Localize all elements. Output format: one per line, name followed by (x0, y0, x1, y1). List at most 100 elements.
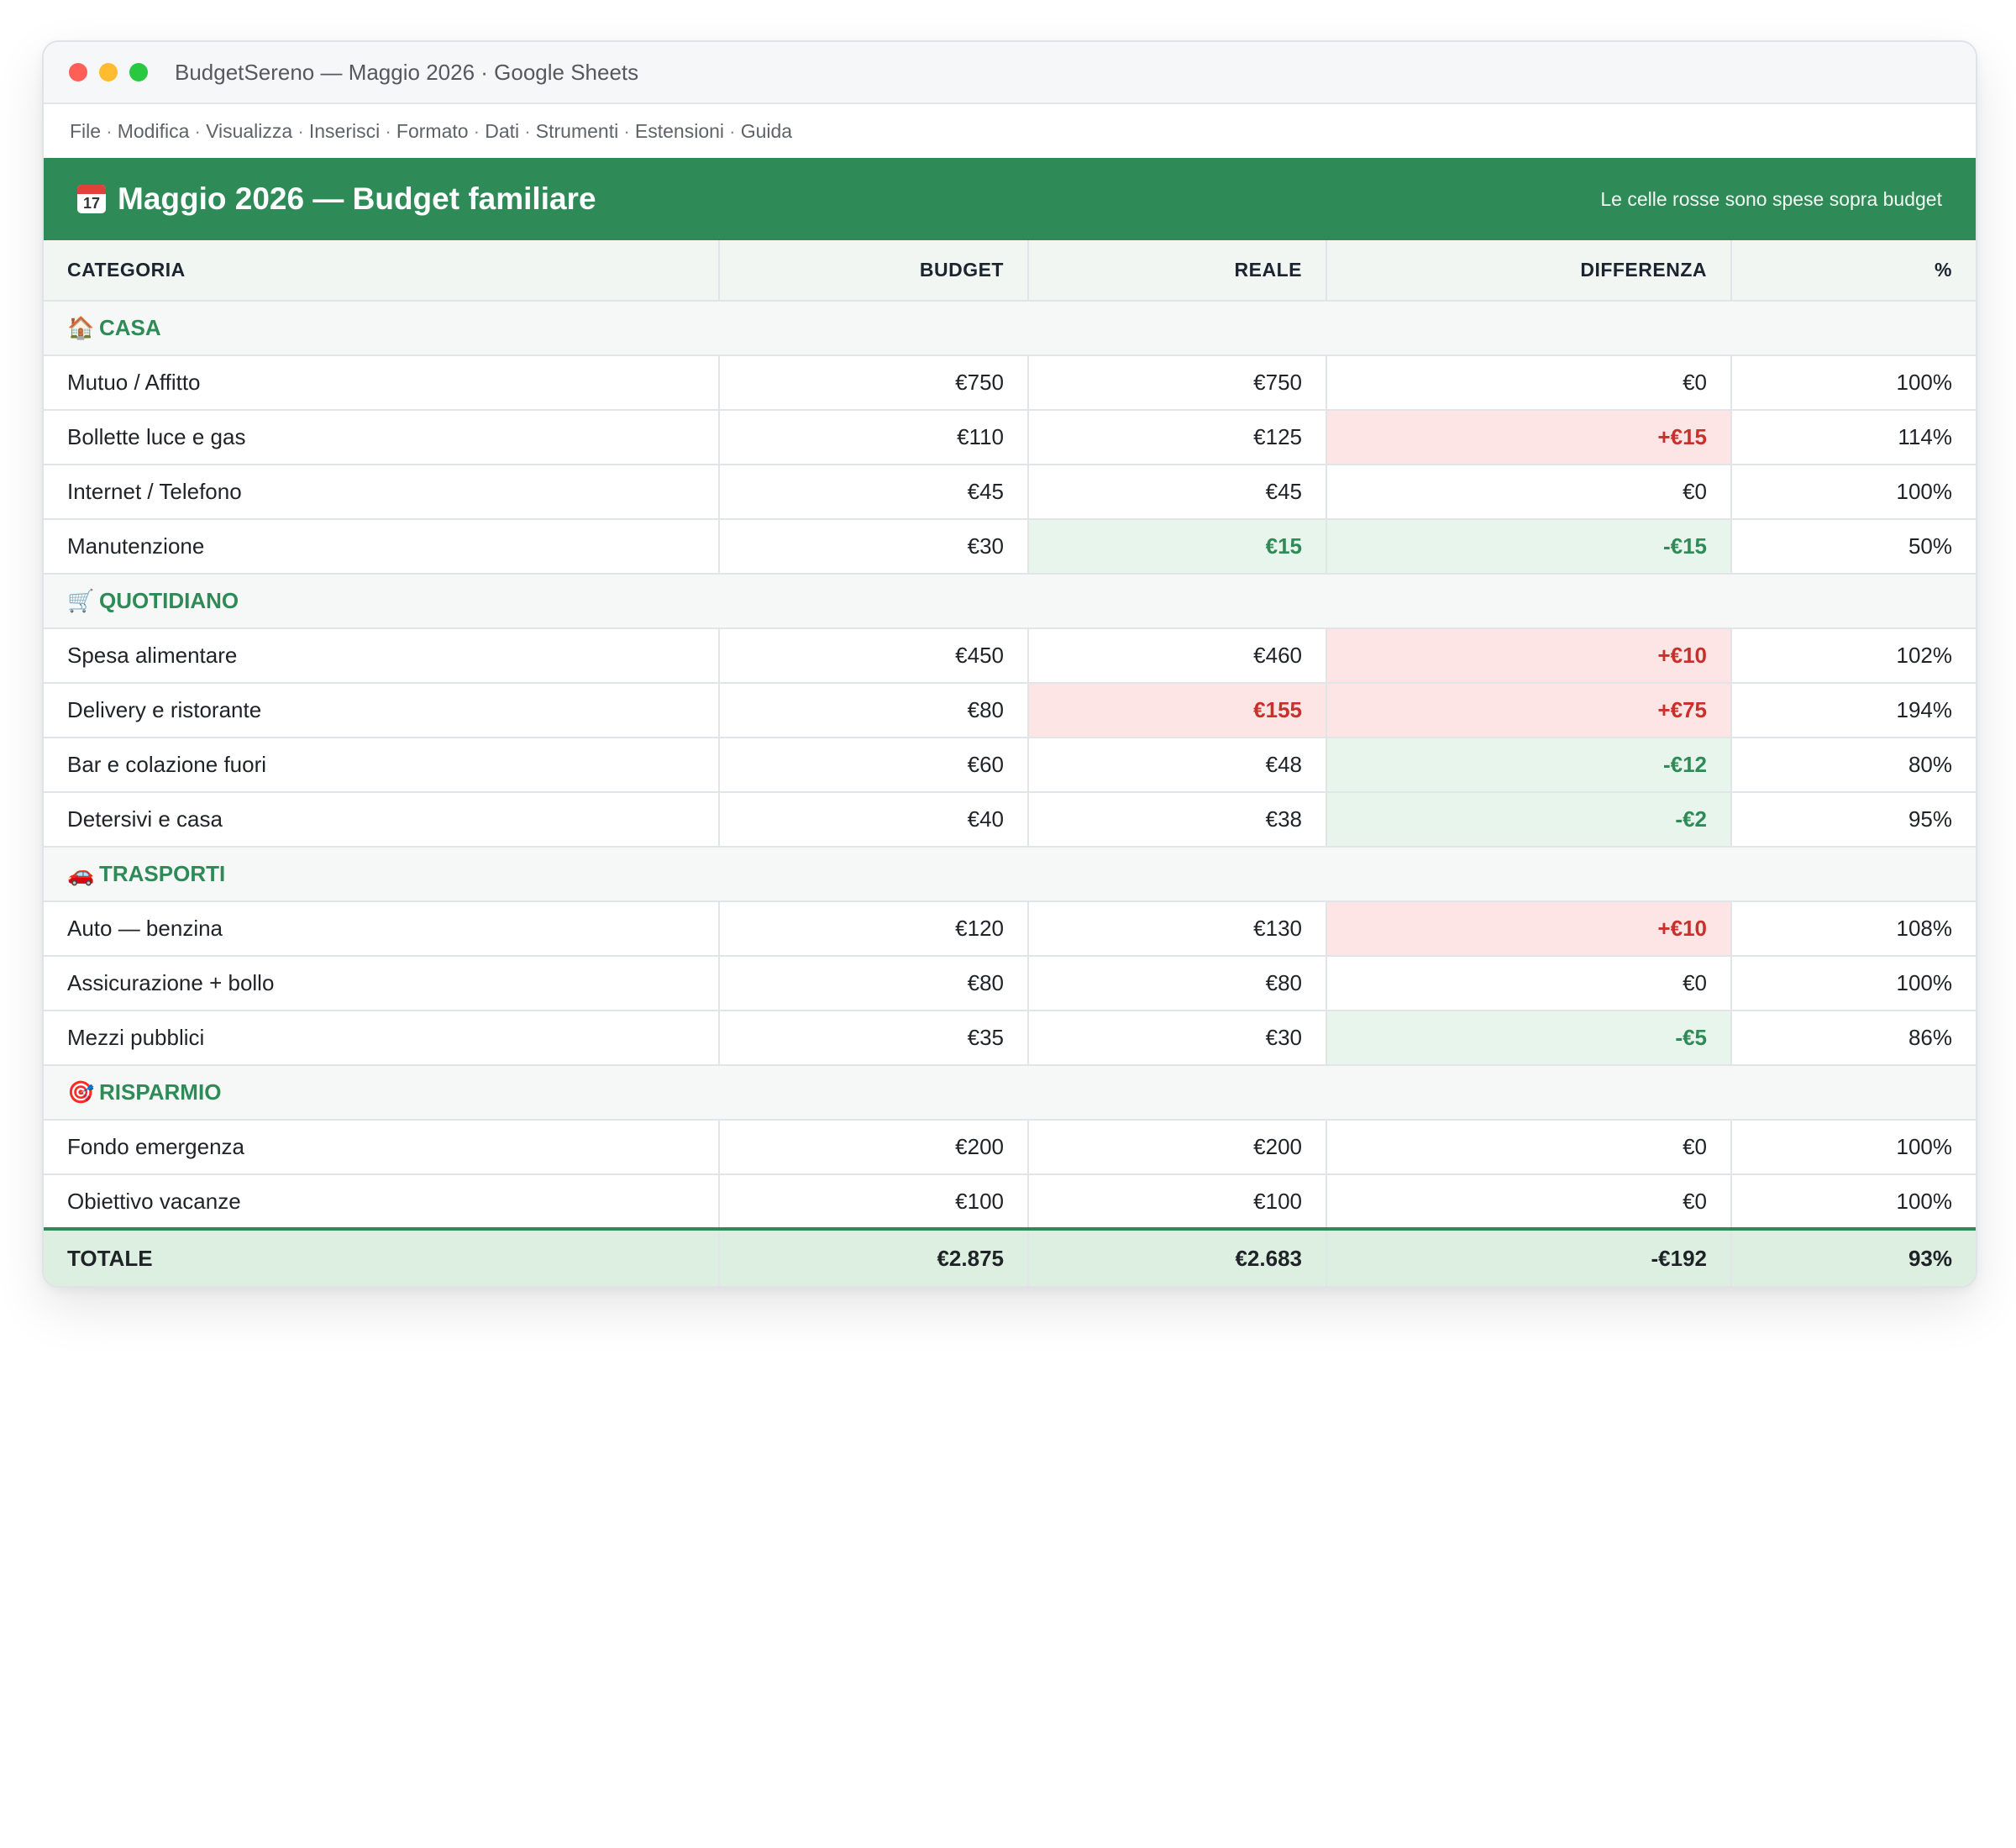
category-cell[interactable]: Fondo emergenza (44, 1120, 720, 1175)
menu-item-guida[interactable]: Guida (740, 119, 793, 142)
real-cell[interactable]: €38 (1028, 792, 1327, 848)
difference-cell[interactable]: +€10 (1326, 628, 1732, 684)
section-header[interactable]: 🏠 CASA (44, 301, 1976, 356)
difference-cell[interactable]: €0 (1326, 1120, 1732, 1175)
header-budget[interactable]: BUDGET (719, 240, 1029, 302)
menu-item-inserisci[interactable]: Inserisci (308, 119, 381, 142)
percent-cell[interactable]: 114% (1731, 410, 1976, 465)
menu-item-file[interactable]: File (70, 119, 102, 142)
section-name: RISPARMIO (99, 1079, 222, 1105)
percent-cell[interactable]: 102% (1731, 628, 1976, 684)
real-cell[interactable]: €130 (1028, 901, 1327, 957)
budget-cell[interactable]: €80 (719, 956, 1029, 1011)
category-cell[interactable]: Manutenzione (44, 519, 720, 575)
difference-cell[interactable]: €0 (1326, 465, 1732, 520)
difference-cell[interactable]: +€75 (1326, 683, 1732, 738)
budget-cell[interactable]: €450 (719, 628, 1029, 684)
header-percent[interactable]: % (1731, 240, 1976, 302)
menu-item-formato[interactable]: Formato (396, 119, 469, 142)
section-name: CASA (99, 315, 161, 340)
budget-cell[interactable]: €100 (719, 1174, 1029, 1230)
minimize-window-button[interactable] (99, 63, 118, 81)
difference-cell[interactable]: -€2 (1326, 792, 1732, 848)
difference-cell[interactable]: €0 (1326, 355, 1732, 411)
section-name: QUOTIDIANO (99, 588, 239, 613)
menu-separator: · (297, 119, 304, 142)
section-header[interactable]: 🎯 RISPARMIO (44, 1065, 1976, 1121)
header-category[interactable]: CATEGORIA (44, 240, 720, 302)
percent-cell[interactable]: 100% (1731, 1120, 1976, 1175)
total-difference-cell[interactable]: -€192 (1326, 1227, 1732, 1286)
real-cell[interactable]: €48 (1028, 738, 1327, 793)
menu-item-estensioni[interactable]: Estensioni (634, 119, 725, 142)
percent-cell[interactable]: 86% (1731, 1011, 1976, 1066)
table-row: Assicurazione + bollo €80 €80 €0 100% (44, 956, 1976, 1011)
difference-cell[interactable]: -€15 (1326, 519, 1732, 575)
menu-item-strumenti[interactable]: Strumenti (535, 119, 619, 142)
real-cell[interactable]: €750 (1028, 355, 1327, 411)
difference-cell[interactable]: €0 (1326, 1174, 1732, 1230)
real-cell[interactable]: €200 (1028, 1120, 1327, 1175)
category-cell[interactable]: Detersivi e casa (44, 792, 720, 848)
real-cell[interactable]: €80 (1028, 956, 1327, 1011)
category-cell[interactable]: Internet / Telefono (44, 465, 720, 520)
budget-cell[interactable]: €200 (719, 1120, 1029, 1175)
header-real[interactable]: REALE (1028, 240, 1327, 302)
table-row: Obiettivo vacanze €100 €100 €0 100% (44, 1174, 1976, 1230)
budget-cell[interactable]: €80 (719, 683, 1029, 738)
menu-item-visualizza[interactable]: Visualizza (206, 119, 293, 142)
percent-cell[interactable]: 100% (1731, 355, 1976, 411)
percent-cell[interactable]: 100% (1731, 1174, 1976, 1230)
percent-cell[interactable]: 100% (1731, 956, 1976, 1011)
budget-cell[interactable]: €750 (719, 355, 1029, 411)
section-header[interactable]: 🚗 TRASPORTI (44, 847, 1976, 902)
percent-cell[interactable]: 108% (1731, 901, 1976, 957)
close-window-button[interactable] (69, 63, 87, 81)
category-cell[interactable]: Mezzi pubblici (44, 1011, 720, 1066)
budget-cell[interactable]: €45 (719, 465, 1029, 520)
percent-cell[interactable]: 100% (1731, 465, 1976, 520)
budget-cell[interactable]: €35 (719, 1011, 1029, 1066)
category-cell[interactable]: Bar e colazione fuori (44, 738, 720, 793)
sheet-banner: 17 Maggio 2026 — Budget familiare Le cel… (44, 158, 1976, 240)
real-cell[interactable]: €45 (1028, 465, 1327, 520)
difference-cell[interactable]: +€15 (1326, 410, 1732, 465)
category-cell[interactable]: Bollette luce e gas (44, 410, 720, 465)
difference-cell[interactable]: -€5 (1326, 1011, 1732, 1066)
real-cell[interactable]: €15 (1028, 519, 1327, 575)
budget-cell[interactable]: €30 (719, 519, 1029, 575)
category-cell[interactable]: Auto — benzina (44, 901, 720, 957)
difference-cell[interactable]: -€12 (1326, 738, 1732, 793)
table-row: Fondo emergenza €200 €200 €0 100% (44, 1120, 1976, 1175)
category-cell[interactable]: Assicurazione + bollo (44, 956, 720, 1011)
menu-item-modifica[interactable]: Modifica (117, 119, 190, 142)
budget-cell[interactable]: €120 (719, 901, 1029, 957)
percent-cell[interactable]: 194% (1731, 683, 1976, 738)
section-header[interactable]: 🛒 QUOTIDIANO (44, 574, 1976, 629)
percent-cell[interactable]: 80% (1731, 738, 1976, 793)
budget-cell[interactable]: €60 (719, 738, 1029, 793)
real-cell[interactable]: €155 (1028, 683, 1327, 738)
budget-cell[interactable]: €110 (719, 410, 1029, 465)
maximize-window-button[interactable] (129, 63, 148, 81)
real-cell[interactable]: €100 (1028, 1174, 1327, 1230)
difference-cell[interactable]: €0 (1326, 956, 1732, 1011)
category-cell[interactable]: Obiettivo vacanze (44, 1174, 720, 1230)
real-cell[interactable]: €460 (1028, 628, 1327, 684)
category-cell[interactable]: Delivery e ristorante (44, 683, 720, 738)
real-cell[interactable]: €125 (1028, 410, 1327, 465)
total-real-cell[interactable]: €2.683 (1028, 1227, 1327, 1286)
total-category-cell[interactable]: TOTALE (44, 1227, 720, 1286)
calendar-icon: 17 (77, 185, 106, 213)
menu-item-dati[interactable]: Dati (485, 119, 520, 142)
real-cell[interactable]: €30 (1028, 1011, 1327, 1066)
category-cell[interactable]: Spesa alimentare (44, 628, 720, 684)
percent-cell[interactable]: 95% (1731, 792, 1976, 848)
difference-cell[interactable]: +€10 (1326, 901, 1732, 957)
total-percent-cell[interactable]: 93% (1731, 1227, 1976, 1286)
percent-cell[interactable]: 50% (1731, 519, 1976, 575)
header-difference[interactable]: DIFFERENZA (1326, 240, 1732, 302)
total-budget-cell[interactable]: €2.875 (719, 1227, 1029, 1286)
category-cell[interactable]: Mutuo / Affitto (44, 355, 720, 411)
budget-cell[interactable]: €40 (719, 792, 1029, 848)
